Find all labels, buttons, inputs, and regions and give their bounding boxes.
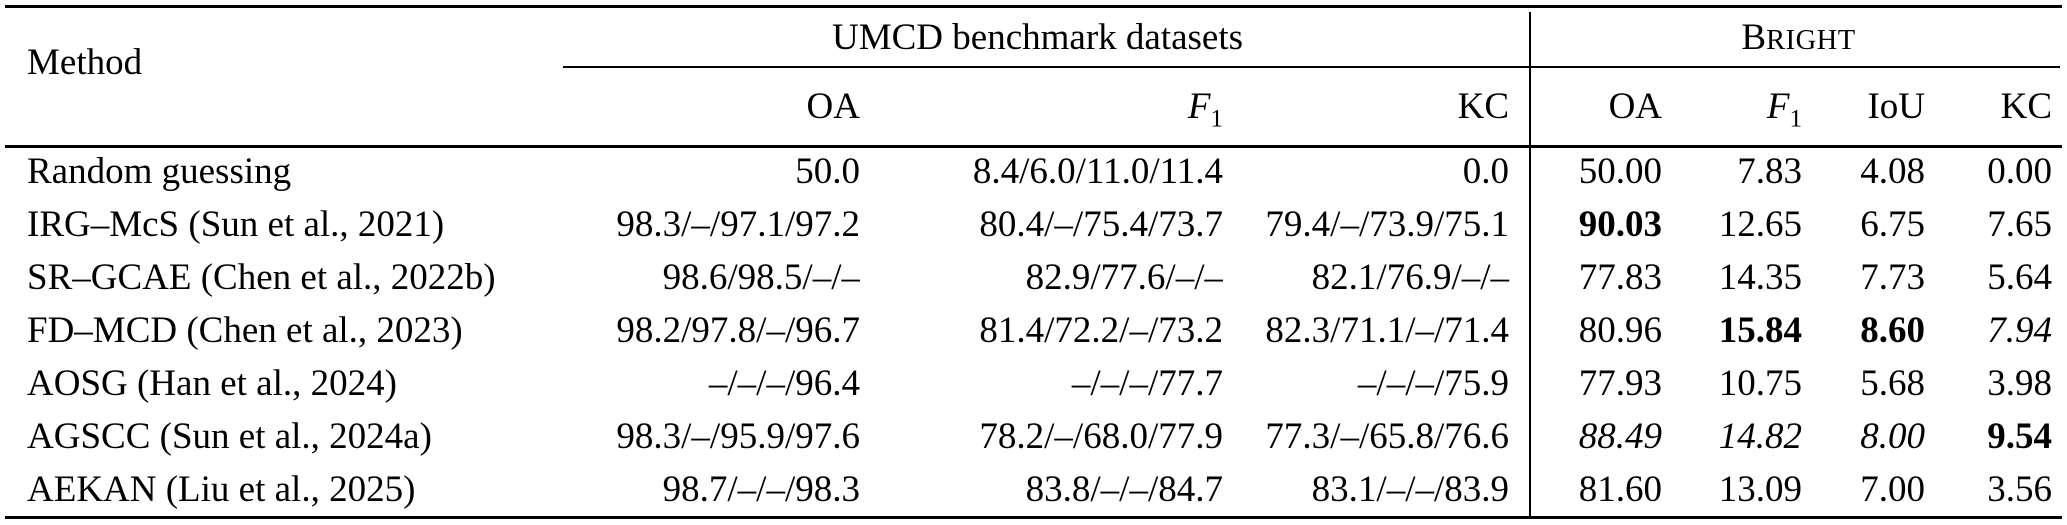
value-cell: –/–/–/96.4	[708, 363, 860, 404]
group-header-umcd: UMCD benchmark datasets	[545, 8, 1530, 67]
table-row: SR–GCAE (Chen et al., 2022b) 98.6/98.5/–/…	[0, 251, 2067, 304]
value-cell: 83.1/–/–/83.9	[1311, 469, 1510, 510]
group-header-bright-label: BRIGHT	[1741, 17, 1856, 58]
method-column-header: Method	[0, 8, 545, 145]
column-header: F1	[1766, 85, 1803, 132]
table-row: AEKAN (Liu et al., 2025) 98.7/–/–/98.3 83.…	[0, 463, 2067, 516]
value-cell: 82.1/76.9/–/–	[1311, 257, 1510, 298]
value-cell: 81.60	[1578, 469, 1663, 510]
value-cell: 3.56	[1987, 469, 2053, 510]
value-cell: 6.75	[1860, 204, 1926, 245]
column-header: F1	[1187, 85, 1223, 132]
value-cell: 83.8/–/–/84.7	[1025, 469, 1223, 510]
table-row: IRG–McS (Sun et al., 2021) 98.3/–/97.1/97…	[0, 198, 2067, 251]
column-header: KC	[1457, 85, 1510, 127]
value-cell: 9.54	[1987, 416, 2053, 457]
value-cell: 7.94	[1987, 310, 2053, 351]
value-cell: 88.49	[1578, 416, 1663, 457]
value-cell: 13.09	[1718, 469, 1803, 510]
value-cell: –/–/–/77.7	[1071, 363, 1223, 404]
value-cell: 80.96	[1578, 310, 1663, 351]
group-header-bright: BRIGHT	[1530, 8, 2067, 67]
value-cell: 7.65	[1987, 204, 2053, 245]
value-cell: 50.0	[795, 151, 860, 192]
value-cell: 3.98	[1987, 363, 2053, 404]
value-cell: –/–/–/75.9	[1357, 363, 1510, 404]
value-cell: 8.4/6.0/11.0/11.4	[972, 151, 1223, 192]
group-header-umcd-label: UMCD benchmark datasets	[832, 17, 1244, 58]
value-cell: 78.2/–/68.0/77.9	[979, 416, 1223, 457]
value-cell: 77.83	[1578, 257, 1663, 298]
value-cell: 77.3/–/65.8/76.6	[1265, 416, 1510, 457]
method-cell: Random guessing	[27, 151, 292, 192]
value-cell: 81.4/72.2/–/73.2	[979, 310, 1223, 351]
value-cell: 8.00	[1860, 416, 1926, 457]
column-header: OA	[1608, 85, 1663, 127]
value-cell: 50.00	[1578, 151, 1663, 192]
top-rule	[5, 5, 2062, 8]
group-header-rule	[563, 66, 2060, 68]
table-row: AOSG (Han et al., 2024) –/–/–/96.4 –/–/–/7…	[0, 357, 2067, 410]
value-cell: 15.84	[1718, 310, 1803, 351]
method-cell: AEKAN (Liu et al., 2025)	[27, 469, 416, 510]
value-cell: 98.3/–/97.1/97.2	[616, 204, 860, 245]
value-cell: 90.03	[1578, 204, 1663, 245]
benchmark-results-table: Method UMCD benchmark datasets BRIGHT OA…	[0, 8, 2067, 516]
value-cell: 98.3/–/95.9/97.6	[616, 416, 860, 457]
value-cell: 98.6/98.5/–/–	[662, 257, 860, 298]
value-cell: 7.73	[1860, 257, 1926, 298]
value-cell: 0.00	[1987, 151, 2053, 192]
table-row: FD–MCD (Chen et al., 2023) 98.2/97.8/–/96…	[0, 304, 2067, 357]
value-cell: 77.93	[1578, 363, 1663, 404]
value-cell: 14.35	[1718, 257, 1803, 298]
method-cell: AGSCC (Sun et al., 2024a)	[27, 416, 432, 457]
value-cell: 82.9/77.6/–/–	[1025, 257, 1223, 298]
value-cell: 10.75	[1718, 363, 1803, 404]
value-cell: 4.08	[1860, 151, 1926, 192]
subheader-row: OA F1 KC OA F1 IoU KC	[0, 67, 2067, 145]
column-header: KC	[2000, 85, 2053, 127]
header-rule	[5, 145, 2062, 148]
column-separator	[1529, 12, 1531, 516]
table-row: AGSCC (Sun et al., 2024a) 98.3/–/95.9/97.…	[0, 410, 2067, 463]
column-header: OA	[806, 85, 860, 127]
value-cell: 8.60	[1860, 310, 1926, 351]
method-column-header-label: Method	[27, 42, 143, 83]
value-cell: 14.82	[1718, 416, 1803, 457]
method-cell: IRG–McS (Sun et al., 2021)	[27, 204, 445, 245]
value-cell: 5.68	[1860, 363, 1926, 404]
table-row: Random guessing 50.0 8.4/6.0/11.0/11.4 0.0 5…	[0, 145, 2067, 198]
column-header: IoU	[1867, 85, 1926, 127]
bottom-rule	[5, 516, 2062, 519]
value-cell: 12.65	[1718, 204, 1803, 245]
value-cell: 98.7/–/–/98.3	[662, 469, 860, 510]
value-cell: 98.2/97.8/–/96.7	[616, 310, 860, 351]
value-cell: 0.0	[1462, 151, 1510, 192]
value-cell: 5.64	[1987, 257, 2053, 298]
value-cell: 82.3/71.1/–/71.4	[1265, 310, 1510, 351]
method-cell: FD–MCD (Chen et al., 2023)	[27, 310, 463, 351]
value-cell: 7.83	[1737, 151, 1803, 192]
group-header-row: Method UMCD benchmark datasets BRIGHT	[0, 8, 2067, 83]
method-cell: SR–GCAE (Chen et al., 2022b)	[27, 257, 496, 298]
value-cell: 7.00	[1860, 469, 1926, 510]
value-cell: 79.4/–/73.9/75.1	[1265, 204, 1510, 245]
method-cell: AOSG (Han et al., 2024)	[27, 363, 397, 404]
value-cell: 80.4/–/75.4/73.7	[979, 204, 1223, 245]
